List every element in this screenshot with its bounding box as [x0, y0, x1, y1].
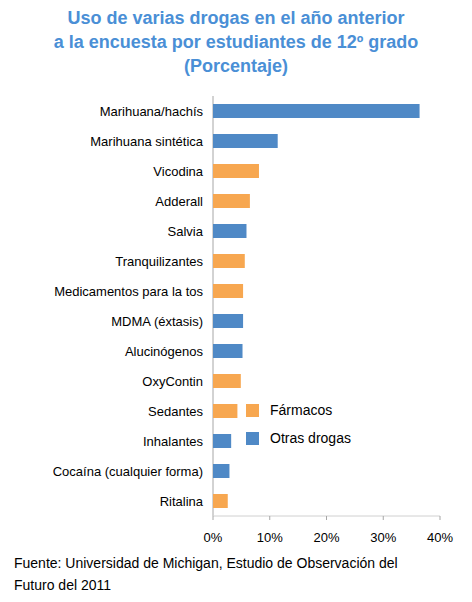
category-label: Sedantes: [148, 404, 203, 419]
bar: [213, 404, 237, 418]
category-label: Ritalina: [160, 494, 204, 509]
legend-swatch: [246, 404, 259, 417]
chart: 0% 10% 20% 30% 40% Marihuana/hachís Marihuana …: [0, 0, 472, 602]
category-label: Adderall: [155, 194, 203, 209]
category-label: Alucinógenos: [125, 344, 204, 359]
x-tick: [326, 516, 327, 520]
bar: [213, 194, 250, 208]
legend-label: Fármacos: [270, 402, 332, 418]
category-label: Inhalantes: [143, 434, 203, 449]
bar: [213, 104, 420, 118]
bar: [213, 344, 243, 358]
bar: [213, 164, 259, 178]
x-tick: [383, 516, 384, 520]
category-label: Marihuana/hachís: [100, 104, 204, 119]
category-label: Medicamentos para la tos: [54, 284, 203, 299]
x-tick: [269, 516, 270, 520]
bar: [213, 374, 241, 388]
bar: [213, 254, 245, 268]
x-tick: [440, 516, 441, 520]
category-label: Cocaína (cualquier forma): [53, 464, 203, 479]
category-label: Tranquilizantes: [115, 254, 203, 269]
x-tick-label: 0%: [204, 530, 223, 545]
bars: [213, 104, 420, 508]
page: {"chart_data": {"type": "bar", "orientat…: [0, 0, 472, 602]
bar: [213, 464, 229, 478]
x-tick-label: 30%: [370, 530, 396, 545]
bar: [213, 284, 243, 298]
category-label: MDMA (éxtasis): [111, 314, 203, 329]
title: Uso de varias drogas en el año anterior …: [0, 6, 472, 78]
legend-swatch: [246, 432, 259, 445]
bar: [213, 134, 278, 148]
category-label: Salvia: [168, 224, 204, 239]
y-axis-line: [213, 96, 214, 516]
legend-label: Otras drogas: [270, 430, 351, 446]
x-tick-label: 40%: [427, 530, 453, 545]
category-label: OxyContin: [142, 374, 203, 389]
bar: [213, 224, 246, 238]
x-tick-label: 20%: [313, 530, 339, 545]
bar: [213, 434, 231, 448]
x-tick: [213, 516, 214, 520]
x-tick-label: 10%: [257, 530, 283, 545]
bar: [213, 494, 228, 508]
category-label: Vicodina: [153, 164, 203, 179]
category-label: Marihuana sintética: [90, 134, 203, 149]
source: Fuente: Universidad de Michigan, Estudio…: [14, 552, 464, 596]
bar: [213, 314, 243, 328]
